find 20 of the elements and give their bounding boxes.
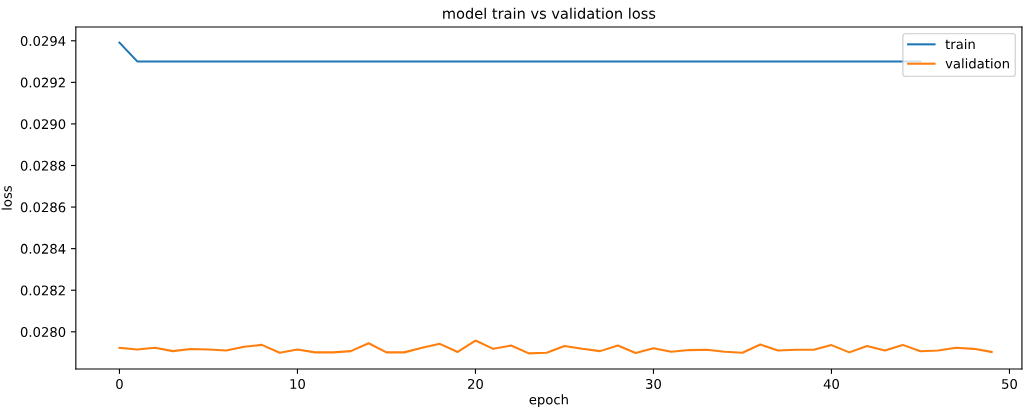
y-tick-label: 0.0284 <box>20 243 66 254</box>
x-tick-label: 0 <box>116 378 123 389</box>
y-tick-label: 0.0280 <box>20 327 66 337</box>
x-tick-label: 50 <box>1002 378 1017 389</box>
y-tick-label: 0.0286 <box>20 202 66 213</box>
x-tick-label: 30 <box>646 378 661 389</box>
y-tick-label: 0.0288 <box>20 160 66 171</box>
y-tick-label: 0.0292 <box>20 77 65 88</box>
y-axis-title: loss <box>1 185 12 210</box>
line-series <box>118 339 993 355</box>
legend-label: train <box>945 38 975 50</box>
y-tick-label: 0.0290 <box>20 119 66 130</box>
y-tick-label: 0.0282 <box>20 285 65 296</box>
chart-title: model train vs validation loss <box>443 7 656 19</box>
x-tick-label: 20 <box>468 378 483 389</box>
x-axis-title: epoch <box>529 394 568 408</box>
x-tick-label: 40 <box>823 378 839 389</box>
x-tick-label: 10 <box>290 378 305 389</box>
y-tick-label: 0.0294 <box>20 36 66 46</box>
legend-label: validation <box>945 58 1009 69</box>
